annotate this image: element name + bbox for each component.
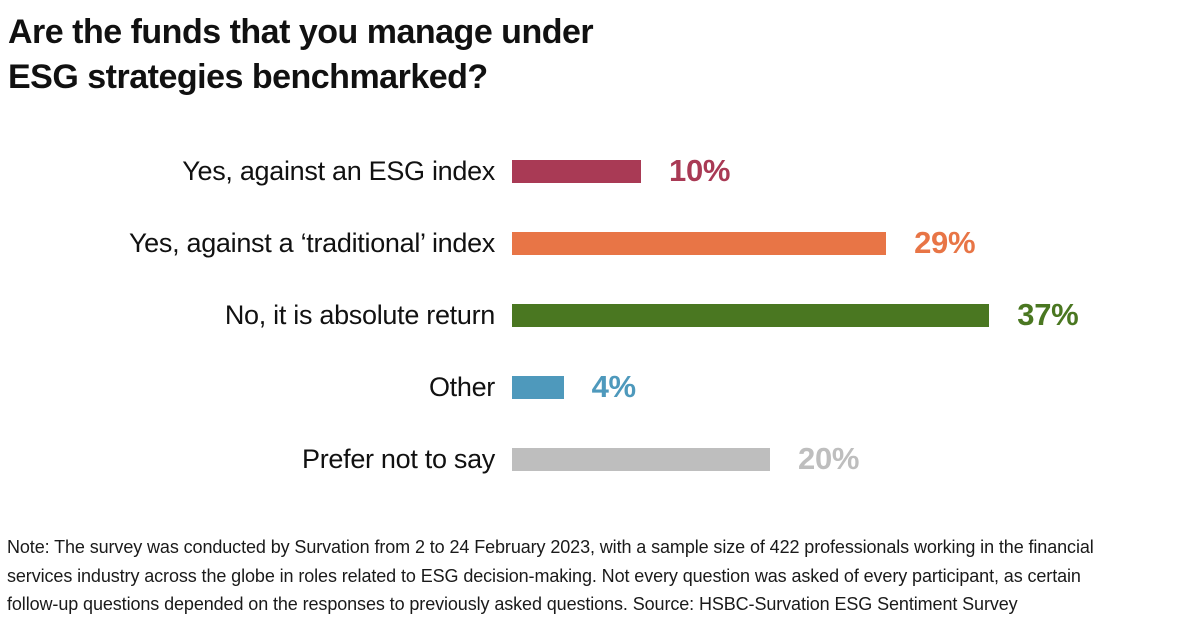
bar: [512, 303, 990, 327]
value-label: 10%: [669, 153, 731, 188]
category-label: No, it is absolute return: [224, 299, 495, 330]
chart-title-line2: ESG strategies benchmarked?: [8, 58, 488, 96]
category-label: Yes, against a ‘traditional’ index: [128, 227, 495, 258]
value-label: 20%: [798, 441, 860, 476]
bar-row-traditional-index: Yes, against a ‘traditional’ index 29%: [0, 207, 1200, 279]
value-label: 4%: [591, 369, 637, 404]
bar: [512, 231, 887, 255]
chart-title-line1: Are the funds that you manage under: [8, 13, 594, 51]
value-label: 29%: [914, 225, 976, 260]
category-label: Other: [428, 371, 495, 402]
value-label: 37%: [1017, 297, 1079, 332]
category-label: Prefer not to say: [302, 443, 495, 474]
bar-row-other: Other 4%: [0, 351, 1200, 423]
bar-row-esg-index: Yes, against an ESG index 10%: [0, 135, 1200, 207]
bar: [512, 447, 770, 471]
bar: [512, 159, 641, 183]
bar-row-absolute-return: No, it is absolute return 37%: [0, 279, 1200, 351]
footnote: Note: The survey was conducted by Survat…: [7, 533, 1200, 619]
bar: [512, 375, 564, 399]
bar-chart: Yes, against an ESG index 10% Yes, again…: [0, 135, 1200, 495]
category-label: Yes, against an ESG index: [182, 155, 495, 186]
bar-row-prefer-not-to-say: Prefer not to say 20%: [0, 423, 1200, 495]
footnote-line2: services industry across the globe in ro…: [7, 565, 1081, 586]
footnote-line1: Note: The survey was conducted by Survat…: [7, 537, 1094, 557]
chart-title: Are the funds that you manage under ESG s…: [0, 0, 1200, 100]
footnote-line3: follow-up questions depended on the resp…: [7, 594, 1018, 614]
